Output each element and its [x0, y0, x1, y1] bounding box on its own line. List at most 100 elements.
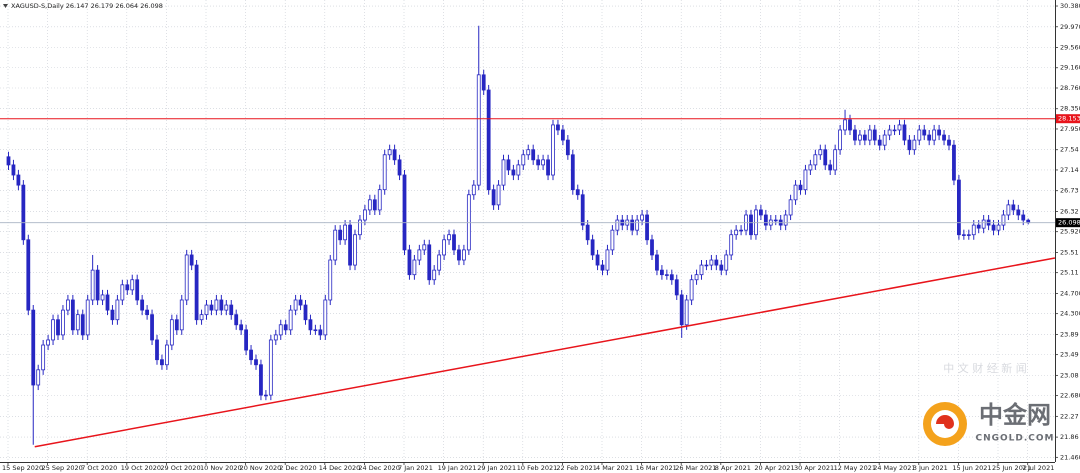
y-tick-label: 21.86 — [1060, 433, 1079, 441]
candle-body — [694, 274, 699, 281]
candle-body — [318, 329, 323, 336]
candle-body — [699, 264, 704, 276]
candle-body — [600, 264, 605, 271]
candle-body — [952, 144, 956, 181]
candle-body — [630, 219, 635, 231]
candle-body — [541, 159, 545, 166]
candle-body — [333, 229, 338, 261]
x-tick-label: 25 Jun 2021 — [992, 464, 1031, 472]
candle-body — [556, 124, 560, 131]
candle-body — [16, 174, 21, 186]
candle-body — [447, 234, 451, 241]
candle-body — [1021, 214, 1026, 221]
candle-body — [392, 149, 397, 161]
price-label: 26.098 — [1058, 219, 1080, 227]
candle-body — [714, 259, 719, 266]
candle-body — [1006, 204, 1011, 216]
x-tick-label: 29 Oct 2020 — [160, 464, 200, 472]
candle-body — [268, 339, 273, 396]
candle-body — [85, 299, 90, 336]
candle-body — [976, 224, 981, 229]
candle-body — [288, 309, 293, 331]
y-tick-label: 25.920 — [1060, 228, 1080, 236]
candle-body — [110, 309, 115, 321]
y-tick-label: 24.300 — [1060, 310, 1080, 318]
candle-body — [120, 284, 125, 301]
candle-body — [422, 244, 427, 251]
candle-body — [353, 234, 357, 266]
candle-body — [902, 124, 907, 141]
candle-body — [130, 279, 135, 291]
y-tick-label: 22.680 — [1060, 392, 1080, 400]
candle-body — [313, 329, 318, 332]
candle-body — [981, 219, 986, 229]
candle-body — [283, 324, 288, 331]
y-tick-label: 23.08 — [1060, 371, 1079, 379]
candle-body — [26, 239, 31, 311]
candle-body — [966, 234, 971, 236]
candle-body — [377, 189, 382, 211]
candle-body — [872, 129, 877, 141]
candle-body — [719, 264, 724, 271]
candle-body — [798, 184, 803, 191]
candle-body — [100, 294, 105, 301]
candle-body — [561, 129, 565, 141]
candle-body — [437, 254, 442, 271]
candle-body — [382, 154, 387, 191]
candle-body — [749, 214, 753, 236]
trendline — [34, 257, 1056, 448]
candle-body — [546, 159, 550, 176]
candle-body — [323, 299, 328, 336]
candle-body — [397, 159, 402, 176]
candle-body — [298, 299, 303, 306]
candle-body — [565, 139, 570, 156]
candle-body — [471, 184, 476, 196]
resistance-label-box — [1056, 114, 1080, 124]
candle-body — [660, 269, 664, 276]
candle-body — [704, 264, 709, 267]
candle-body — [362, 209, 367, 221]
candle-body — [892, 129, 897, 132]
candle-body — [491, 189, 496, 206]
candle-body — [234, 314, 239, 326]
y-tick-label: 28.350 — [1060, 105, 1080, 113]
candle-body — [664, 274, 669, 276]
candle-body — [387, 149, 392, 156]
candle-body — [773, 219, 778, 222]
candle-body — [635, 219, 640, 231]
y-tick-label: 22.27 — [1060, 412, 1079, 420]
candle-body — [145, 309, 150, 316]
candle-body — [214, 299, 219, 311]
candle-body — [56, 319, 60, 336]
candle-body — [273, 334, 278, 341]
candle-body — [823, 149, 828, 166]
candle-body — [501, 159, 506, 186]
candle-body — [1016, 209, 1021, 216]
candle-body — [51, 319, 55, 341]
candle-body — [179, 299, 184, 331]
candle-body — [669, 274, 674, 281]
candle-body — [828, 164, 833, 171]
symbol-menu-icon[interactable] — [3, 4, 8, 8]
candle-body — [1011, 204, 1016, 211]
candle-body — [853, 129, 857, 141]
logo-swirl — [936, 415, 954, 429]
candle-body — [590, 239, 595, 256]
candle-body — [709, 259, 714, 266]
candle-body — [605, 249, 610, 271]
candle-body — [506, 159, 511, 171]
candle-body — [674, 279, 679, 296]
candle-body — [209, 304, 214, 311]
candle-body — [927, 134, 932, 141]
candle-body — [293, 299, 298, 311]
y-tick-label: 29.160 — [1060, 64, 1080, 72]
candle-body — [763, 214, 768, 226]
candle-body — [991, 224, 996, 231]
x-tick-label: 10 Nov 2020 — [200, 464, 242, 472]
candle-body — [407, 249, 412, 276]
candle-body — [150, 314, 154, 341]
candle-body — [249, 349, 253, 361]
watermark-site: CNGOLD.COM — [975, 434, 1054, 444]
candle-body — [461, 249, 466, 261]
candle-body — [595, 254, 600, 266]
